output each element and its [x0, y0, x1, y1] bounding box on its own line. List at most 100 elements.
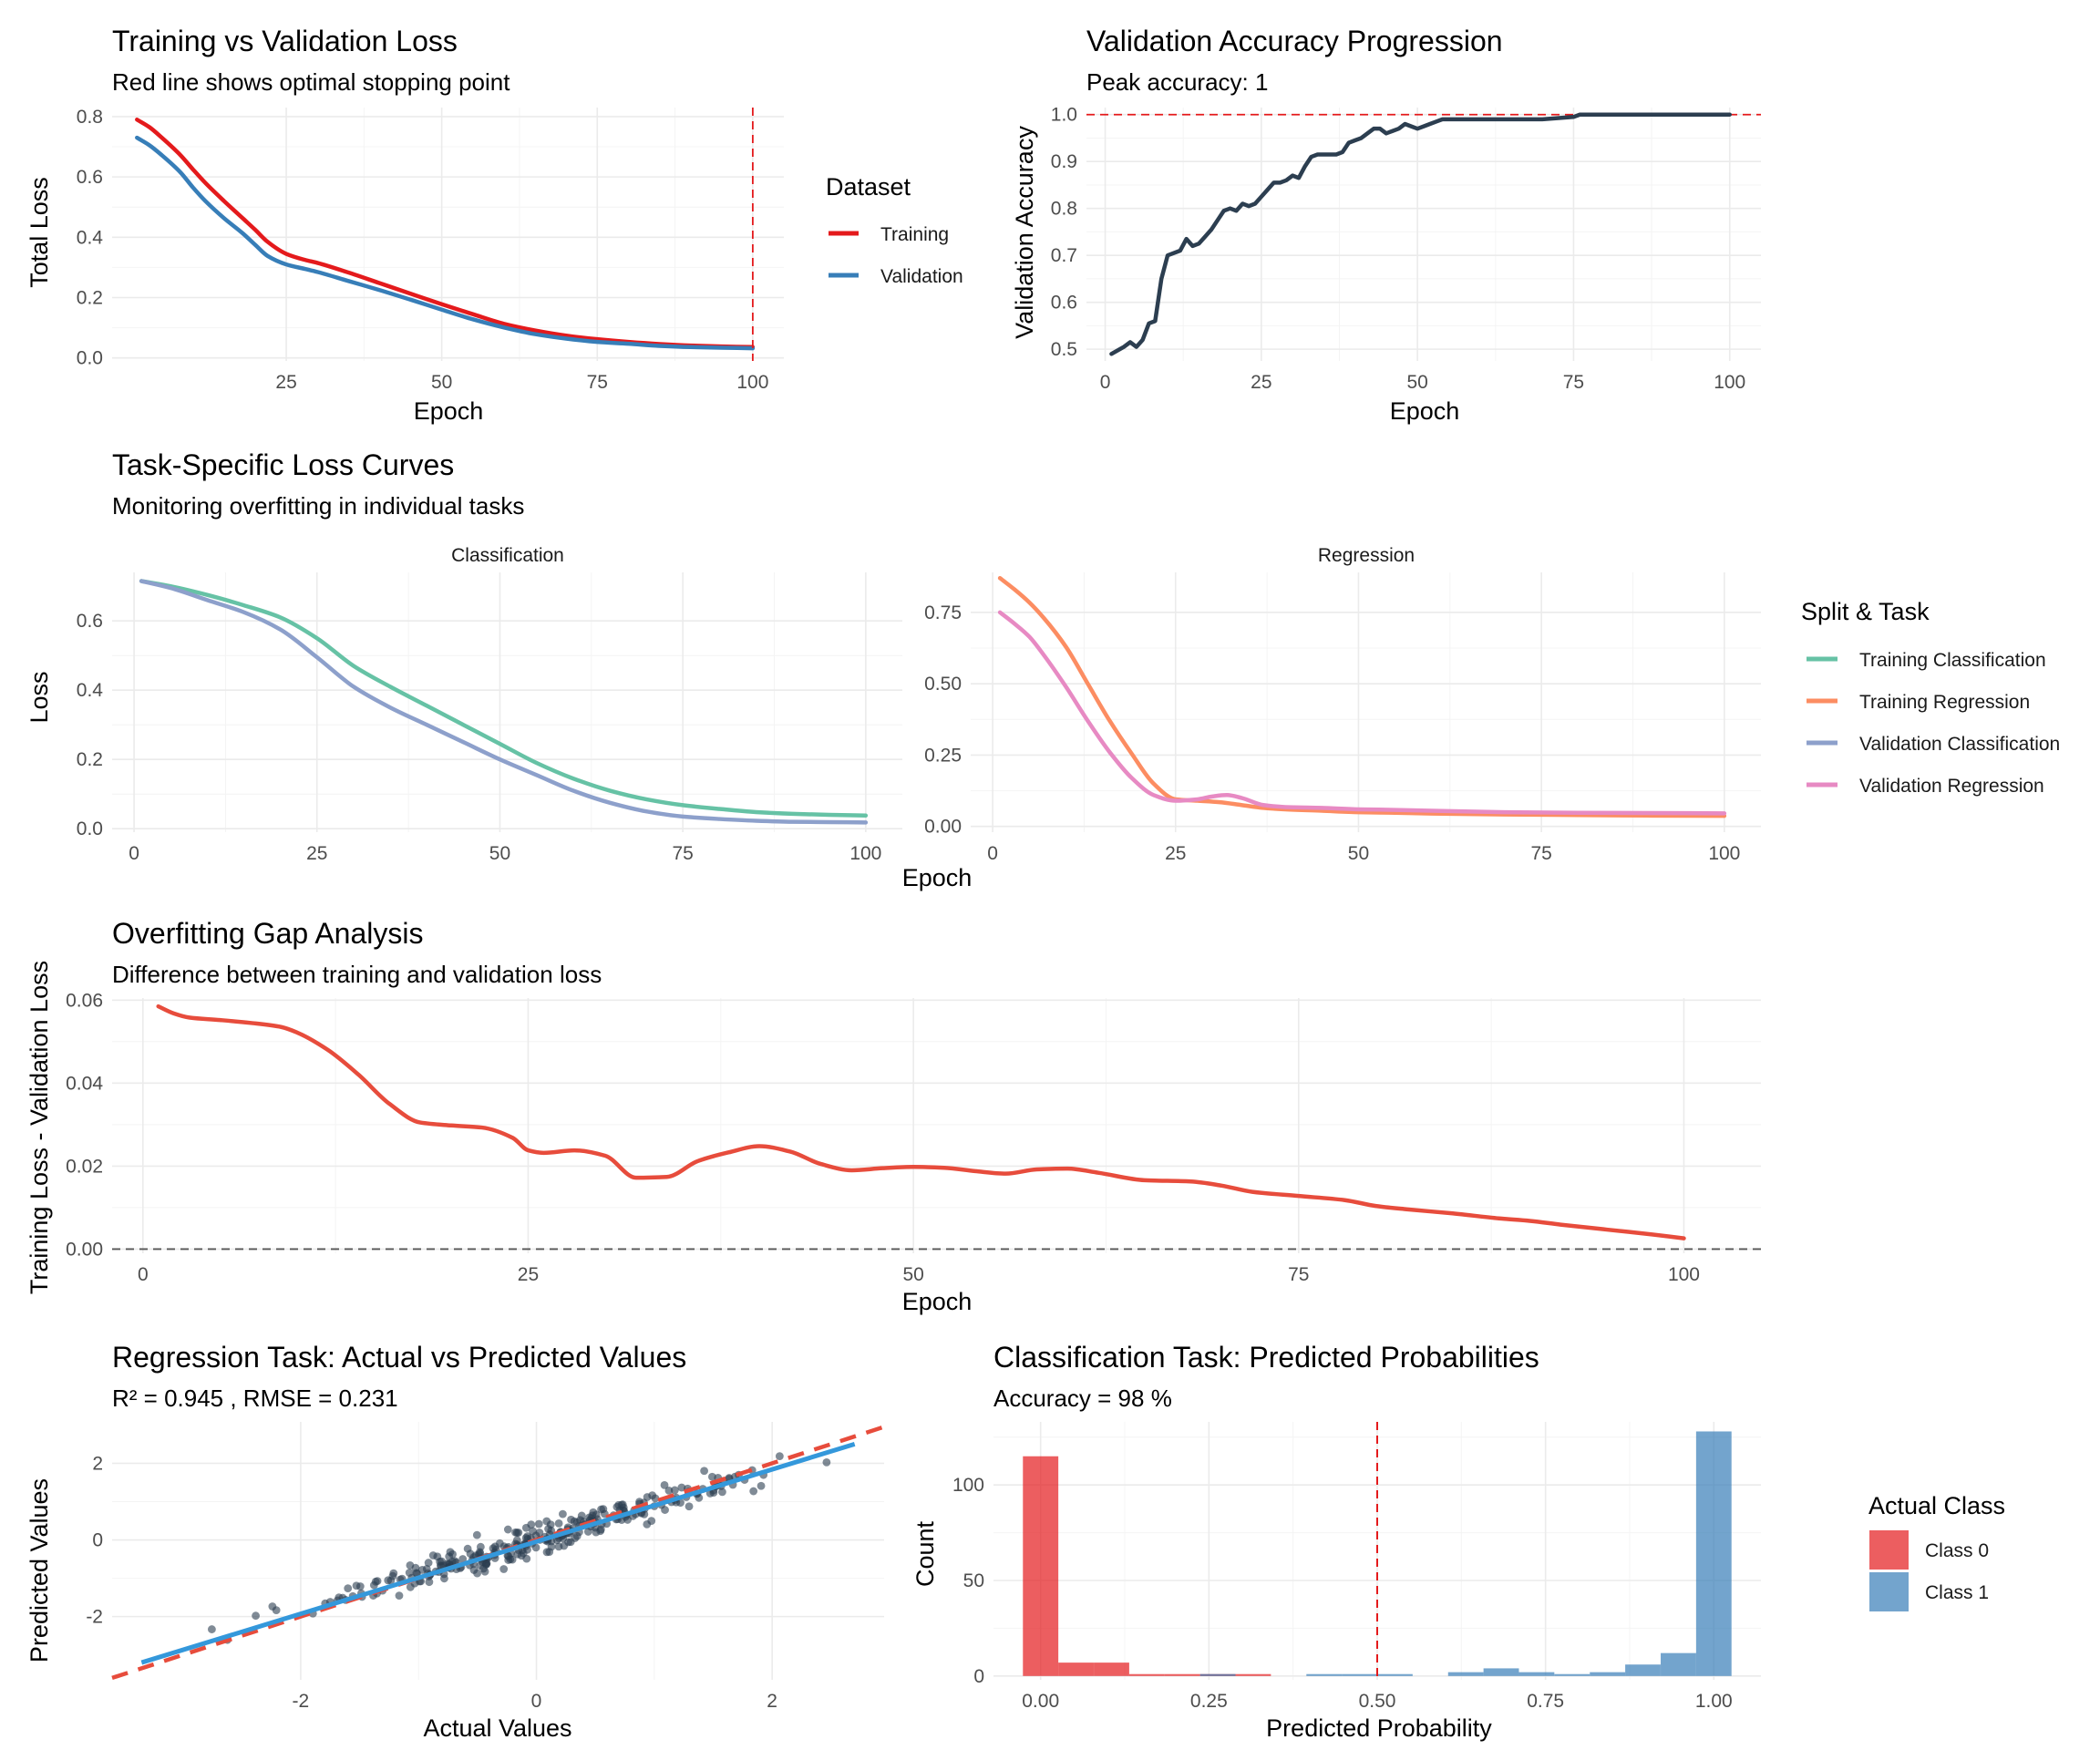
line-training: [135, 117, 756, 350]
y-tick-label: 50: [963, 1570, 984, 1591]
x-tick-label: 0.75: [1527, 1691, 1564, 1712]
legend-label-class-0: Class 0: [1925, 1540, 1989, 1561]
x-tick-label: 75: [1288, 1264, 1309, 1285]
accuracy-plot-area: 0 25 50 75 100 0.5 0.6 0.7 0.8 0.9 1.0: [1051, 105, 1761, 393]
scatter-point: [503, 1525, 512, 1534]
x-tick-label: -2: [293, 1691, 310, 1712]
histogram-bar-class-1: [1199, 1673, 1236, 1676]
x-tick-label: 50: [431, 372, 452, 393]
x-tick-label: 75: [1530, 843, 1551, 864]
y-tick-label: 0.7: [1051, 245, 1077, 266]
loss-legend-title: Dataset: [826, 173, 911, 201]
histogram-bar-class-1: [1554, 1673, 1590, 1676]
x-tick-label: 0: [138, 1264, 149, 1285]
loss-chart: Training vs Validation Loss Red line sho…: [26, 25, 963, 425]
gap-plot-area: 0 25 50 75 100 0.00 0.02 0.04 0.06: [66, 990, 1761, 1285]
scatter-point: [700, 1467, 709, 1476]
scatter-point: [424, 1559, 433, 1567]
x-tick-label: 100: [1708, 843, 1740, 864]
legend-label-validation: Validation: [880, 266, 963, 287]
scatter-point: [479, 1564, 488, 1573]
facet-strip-classification: Classification: [451, 545, 564, 566]
scatter-point: [647, 1517, 656, 1526]
y-tick-label: 0.6: [77, 167, 103, 188]
y-tick-label: -2: [86, 1607, 103, 1628]
gap-chart-title: Overfitting Gap Analysis: [112, 917, 423, 950]
x-tick-label: 50: [1348, 843, 1369, 864]
scatter-point: [476, 1542, 485, 1551]
accuracy-y-axis-label: Validation Accuracy: [1011, 126, 1038, 339]
histogram-bar-class-0: [1094, 1662, 1129, 1676]
x-tick-label: 25: [306, 843, 327, 864]
scatter-point: [542, 1548, 551, 1557]
histogram-bar-class-1: [1377, 1673, 1413, 1676]
y-tick-label: 2: [92, 1453, 103, 1474]
scatter-point: [268, 1602, 277, 1611]
y-tick-label: 0.75: [924, 602, 962, 623]
legend-label-validation-regression: Validation Regression: [1859, 776, 2044, 797]
scatter-point: [566, 1538, 575, 1547]
scatter-point: [544, 1525, 552, 1533]
histogram-bar-class-1: [1306, 1673, 1343, 1676]
scatter-point: [504, 1556, 513, 1564]
gap-chart: Overfitting Gap Analysis Difference betw…: [26, 917, 1761, 1315]
y-tick-label: 0.8: [1051, 199, 1077, 220]
histogram-bar-class-1: [1342, 1673, 1377, 1676]
scatter-point: [718, 1488, 726, 1497]
histogram-bar-class-1: [1695, 1431, 1732, 1676]
scatter-point: [661, 1506, 669, 1514]
legend-label-training-regression: Training Regression: [1859, 692, 2030, 713]
x-tick-label: 75: [1563, 372, 1584, 393]
histogram-bar-class-1: [1447, 1672, 1484, 1676]
scatter-point: [371, 1577, 380, 1586]
y-tick-label: 0: [973, 1666, 984, 1687]
classification-chart-title: Classification Task: Predicted Probabili…: [993, 1341, 1539, 1374]
x-tick-label: 100: [736, 372, 768, 393]
y-tick-label: 0.9: [1051, 151, 1077, 172]
task-legend-title: Split & Task: [1801, 598, 1930, 625]
task-loss-chart-subtitle: Monitoring overfitting in individual tas…: [112, 492, 524, 520]
scatter-point: [386, 1576, 396, 1585]
x-tick-label: 50: [1406, 372, 1427, 393]
scatter-point: [406, 1582, 415, 1591]
scatter-point: [596, 1527, 605, 1536]
x-tick-label: 0: [531, 1691, 542, 1712]
scatter-point: [438, 1557, 446, 1566]
histogram-bar-class-0: [1023, 1456, 1059, 1676]
scatter-point: [619, 1503, 628, 1512]
histogram-bar-class-0: [1058, 1662, 1094, 1676]
task-loss-x-axis-label: Epoch: [902, 864, 973, 891]
y-tick-label: 0.06: [66, 990, 103, 1011]
x-tick-label: 0.50: [1359, 1691, 1396, 1712]
scatter-point: [208, 1625, 216, 1633]
y-tick-label: 0.5: [1051, 339, 1077, 360]
x-tick-label: 25: [1165, 843, 1186, 864]
y-tick-label: 0.0: [77, 818, 103, 839]
line-training-classification: [139, 579, 869, 818]
accuracy-chart: Validation Accuracy Progression Peak acc…: [1011, 25, 1761, 425]
line-training-regression: [997, 576, 1727, 818]
regression-plot-area: -2 0 2 -2 0 2: [86, 1422, 885, 1712]
loss-plot-area: 25 50 75 100 0.0 0.2 0.4 0.6 0.8: [77, 107, 784, 393]
classification-chart-subtitle: Accuracy = 98 %: [993, 1385, 1172, 1412]
scatter-point: [560, 1541, 569, 1550]
scatter-point: [352, 1581, 361, 1590]
histogram-bar-class-1: [1518, 1672, 1555, 1676]
classification-y-axis-label: Count: [911, 1520, 939, 1587]
y-tick-label: 0.04: [66, 1073, 103, 1094]
y-tick-label: 0.00: [924, 817, 962, 838]
y-tick-label: 0.2: [77, 288, 103, 309]
scatter-point: [757, 1481, 766, 1490]
legend-label-training-classification: Training Classification: [1859, 650, 2046, 671]
y-tick-label: 0.4: [77, 680, 104, 701]
x-tick-label: 0: [987, 843, 998, 864]
histogram-bar-class-1: [1590, 1672, 1626, 1676]
y-tick-label: 100: [952, 1475, 984, 1496]
y-tick-label: 0.8: [77, 107, 103, 128]
x-tick-label: 100: [1714, 372, 1745, 393]
x-tick-label: 100: [849, 843, 881, 864]
x-tick-label: 25: [1251, 372, 1271, 393]
y-tick-label: 0.00: [66, 1239, 103, 1260]
gap-x-axis-label: Epoch: [902, 1288, 973, 1315]
scatter-point: [572, 1518, 582, 1527]
